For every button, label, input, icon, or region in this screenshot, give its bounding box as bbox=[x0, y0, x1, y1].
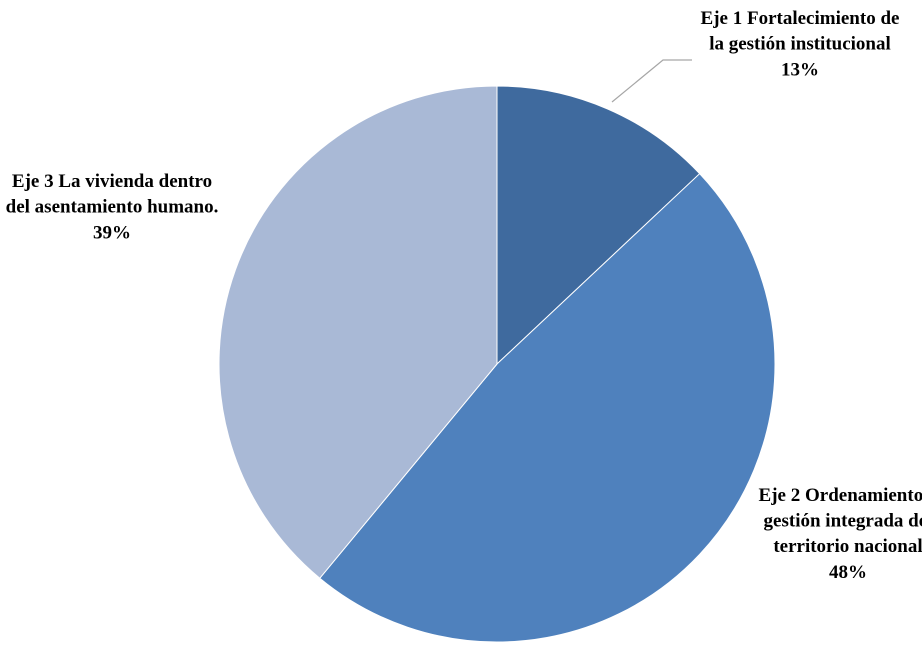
slice-value-label: 48% bbox=[829, 562, 867, 583]
leader-line bbox=[611, 59, 692, 103]
slice-label: Eje 1 Fortalecimiento de la gestión insti… bbox=[701, 8, 900, 55]
slice-value-label: 13% bbox=[781, 59, 819, 80]
pie-slice bbox=[496, 85, 701, 366]
slice-label: Eje 3 La vivienda dentro del asentamiento… bbox=[6, 171, 219, 218]
pie-slice bbox=[218, 85, 498, 579]
slice-label: Eje 2 Ordenamiento y gestión integrada de… bbox=[759, 485, 922, 557]
pie-slice bbox=[319, 172, 776, 643]
slice-value-label: 39% bbox=[93, 222, 131, 243]
